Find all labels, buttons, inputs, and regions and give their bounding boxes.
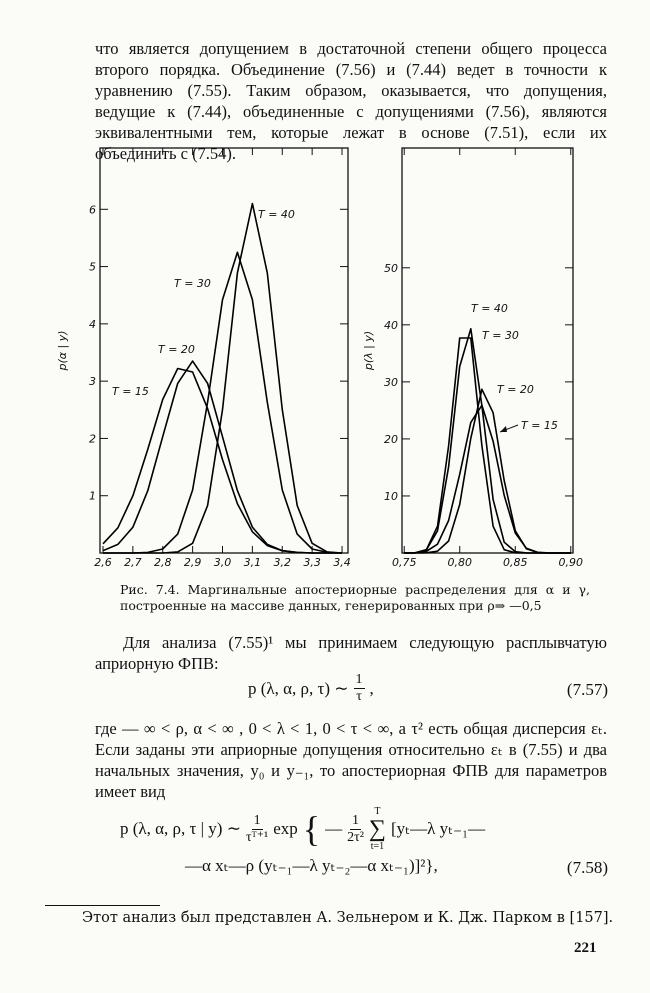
x-tick-label: 3,4: [333, 556, 351, 569]
numerator: 1: [251, 812, 263, 830]
x-tick-label: 3,2: [274, 556, 292, 569]
y-tick-label: 2: [89, 432, 96, 445]
y-axis-label: p(λ | y): [362, 331, 375, 371]
denominator: τ: [356, 689, 362, 704]
equation-line: —α xₜ—ρ (yₜ₋₁—λ yₜ₋₂—α xₜ₋₁)]²},: [185, 856, 438, 876]
density-curve: [404, 328, 571, 554]
numerator: 1: [353, 672, 365, 689]
minus: —: [325, 819, 343, 838]
density-curve: [102, 360, 342, 554]
series-label: T = 40: [471, 302, 508, 315]
y-tick-label: 20: [384, 433, 398, 446]
plot-frame: [401, 147, 574, 554]
fraction: 1 2τ²: [347, 813, 364, 846]
x-tick-label: 3,0: [214, 556, 232, 569]
y-tick-label: 6: [89, 203, 96, 216]
y-tick-label: 1: [89, 490, 96, 503]
denominator: 2τ²: [347, 829, 364, 845]
exp: exp: [273, 819, 298, 838]
plot-frame: [99, 147, 349, 554]
paragraph: где — ∞ < ρ, α < ∞ , 0 < λ < 1, 0 < τ < …: [95, 719, 607, 801]
eq-part: —α xₜ—ρ (yₜ₋₁—λ yₜ₋₂—α xₜ₋₁)]²},: [185, 856, 438, 875]
x-tick-label: 3,1: [244, 556, 262, 569]
arrow-head: [500, 426, 507, 432]
footnote-rule: [45, 905, 160, 906]
equation: p (λ, α, ρ, τ | y) ∼ 1 τᵀ⁺¹ exp { — 1 2τ² …: [120, 806, 485, 852]
series-label: T = 30: [482, 329, 519, 342]
figure: 1 2 3 4 5 6 2,6 2,7 2,8 2,9 3,0 3,1 3,2 3,3 3,4 p(α | y…: [56, 147, 584, 569]
fraction: 1 τᵀ⁺¹: [246, 813, 268, 846]
series-label: T = 40: [258, 208, 295, 221]
page-number: 221: [574, 940, 597, 956]
denominator: τᵀ⁺¹: [245, 829, 269, 845]
y-axis-label: p(α | y): [56, 330, 69, 371]
x-tick-label: 2,7: [124, 556, 142, 569]
brace: {: [302, 809, 321, 849]
series-label: T = 15: [521, 419, 558, 432]
eq-lhs: p (λ, α, ρ, τ) ∼: [248, 678, 349, 698]
sum-sign: ∑: [368, 816, 386, 842]
paragraph: Для анализа (7.55)¹ мы принимаем следующ…: [95, 633, 607, 673]
equation-number: (7.57): [566, 680, 608, 699]
sum-bottom: t=1: [370, 841, 385, 852]
numerator: 1: [349, 812, 361, 830]
y-tick-label: 50: [384, 262, 398, 275]
x-tick-label: 0,80: [447, 556, 472, 569]
x-tick-label: 3,3: [303, 556, 321, 569]
x-tick-label: 2,6: [94, 556, 112, 569]
y-tick-label: 5: [89, 261, 96, 274]
density-curve: [103, 202, 343, 554]
y-tick-label: 40: [384, 319, 398, 332]
sum-top: T: [374, 806, 381, 817]
density-curve: [404, 388, 571, 554]
eq-part: [yₜ—λ yₜ₋₁—: [391, 819, 486, 838]
x-tick-label: 2,9: [184, 556, 202, 569]
density-curve: [404, 337, 571, 554]
equation-number: (7.58): [566, 858, 608, 877]
series-label: T = 30: [174, 277, 211, 290]
series-label: T = 20: [497, 383, 534, 396]
y-tick-label: 3: [89, 375, 96, 388]
figure-caption: Рис. 7.4. Маргинальные апостериорные рас…: [120, 582, 590, 613]
y-tick-label: 10: [384, 490, 398, 503]
sum: T ∑ t=1: [369, 806, 386, 852]
footnote: Этот анализ был представлен А. Зельнером…: [82, 910, 614, 926]
x-tick-label: 0,75: [392, 556, 417, 569]
eq-lhs: p (λ, α, ρ, τ | y) ∼: [120, 819, 241, 838]
x-tick-label: 0,85: [503, 556, 528, 569]
x-tick-label: 0,90: [559, 556, 584, 569]
eq-tail: ,: [369, 678, 374, 698]
series-label: T = 20: [158, 343, 195, 356]
x-tick-label: 2,8: [154, 556, 172, 569]
series-label: T = 15: [112, 385, 149, 398]
paragraph: что является допущением в достаточной ст…: [95, 39, 607, 163]
y-tick-label: 4: [89, 318, 96, 331]
y-tick-label: 30: [384, 376, 398, 389]
